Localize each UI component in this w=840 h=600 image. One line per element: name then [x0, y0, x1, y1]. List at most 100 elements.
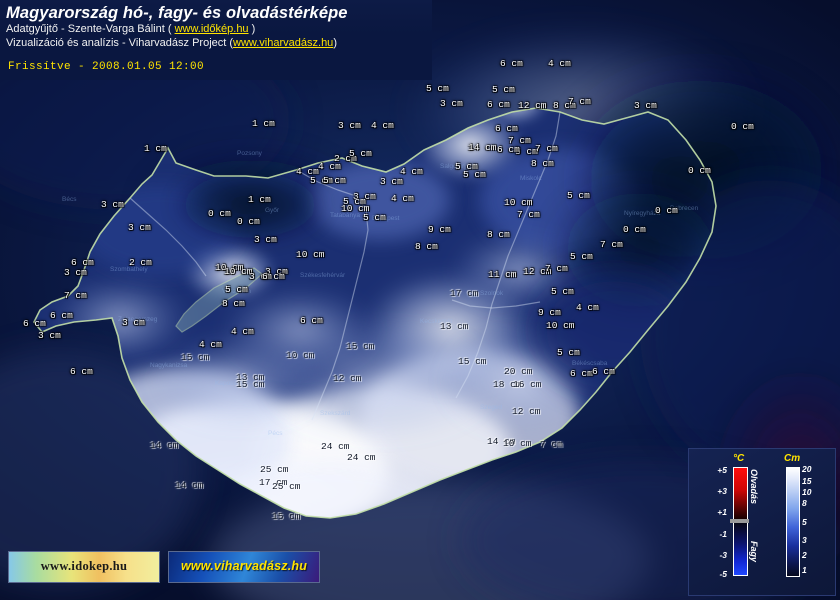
- credit1-prefix: Adatgyűjtő - Szente-Varga Bálint (: [6, 23, 175, 35]
- banner-viharvadasz[interactable]: www.viharvadász.hu: [168, 551, 320, 583]
- snow-depth-reading: 10 cm: [296, 249, 325, 260]
- snow-depth-reading: 15 cm: [346, 341, 375, 352]
- snow-depth-reading: 16 cm: [513, 379, 542, 390]
- snow-depth-reading: 2 cm: [129, 257, 152, 268]
- snow-depth-reading: 3 cm: [634, 100, 657, 111]
- snow-depth-reading: 4 cm: [318, 161, 341, 172]
- snow-depth-reading: 14 cm: [487, 436, 516, 447]
- snow-depth-reading: 12 cm: [512, 406, 541, 417]
- snow-depth-reading: 9 cm: [428, 224, 451, 235]
- snow-depth-reading: 3 cm: [101, 199, 124, 210]
- snow-depth-reading: 7 cm: [568, 96, 591, 107]
- snow-depth-reading: 9 cm: [538, 307, 561, 318]
- snow-depth-reading: 1 cm: [248, 194, 271, 205]
- snow-depth-reading: 7 cm: [508, 135, 531, 146]
- city-label: Szolnok: [480, 290, 504, 297]
- city-label: Győr: [265, 207, 280, 214]
- snow-depth-reading: 0 cm: [731, 121, 754, 132]
- snow-depth-reading: 8 cm: [222, 298, 245, 309]
- banner-idokep[interactable]: www.idokep.hu: [8, 551, 160, 583]
- frost-label: Fagy: [749, 541, 759, 563]
- temperature-tick: -3: [719, 550, 727, 560]
- snow-depth-reading: 5 cm: [426, 83, 449, 94]
- snow-depth-reading: 2 cm: [334, 153, 357, 164]
- snow-depth-reading: 14 cm: [175, 480, 204, 491]
- temperature-tick: +3: [717, 486, 727, 496]
- snow-depth-reading: 6 cm: [70, 366, 93, 377]
- credit1-suffix: ): [248, 23, 256, 35]
- snow-depth-reading: 6 cm: [23, 318, 46, 329]
- snow-depth-reading: 11 cm: [488, 269, 517, 280]
- snow-depth-reading: 3 cm: [338, 120, 361, 131]
- snow-depth-reading: 3 cm: [440, 98, 463, 109]
- snow-depth-bar: [786, 467, 800, 577]
- city-label: Miskolc: [520, 175, 542, 182]
- snow-depth-reading: 4 cm: [371, 120, 394, 131]
- snow-depth-reading: 3 cm: [38, 330, 61, 341]
- city-label: Szeged: [480, 404, 503, 411]
- snow-depth-reading: 8 cm: [531, 158, 554, 169]
- banner-idokep-text: www.idokep.hu: [40, 559, 128, 573]
- timestamp-bar: Frissítve - 2008.01.05 12:00: [0, 58, 432, 80]
- city-label: Salgótarján: [440, 163, 473, 170]
- city-label: Bécs: [62, 196, 77, 203]
- snow-depth-reading: 8 cm: [415, 241, 438, 252]
- snow-depth-reading: 3 cm: [380, 176, 403, 187]
- snow-depth-reading: 13 cm: [236, 372, 265, 383]
- snow-depth-reading: 10 cm: [341, 203, 370, 214]
- city-label: Kecskemét: [420, 318, 453, 325]
- snow-depth-reading: 5 cm: [551, 286, 574, 297]
- snow-depth-reading: 14 cm: [150, 440, 179, 451]
- snow-depth-reading: 1 cm: [252, 118, 275, 129]
- snow-depth-reading: 3 cm: [64, 267, 87, 278]
- snow-depth-reading: 15 cm: [458, 356, 487, 367]
- snow-depth-reading: 0 cm: [237, 216, 260, 227]
- snow-depth-reading: 4 cm: [400, 166, 423, 177]
- page-title: Magyarország hó-, fagy- és olvadástérkép…: [6, 4, 348, 22]
- snow-depth-reading: 6 cm: [487, 99, 510, 110]
- temperature-bar-thaw: [733, 467, 748, 520]
- snow-depth-reading: 8 cm: [487, 229, 510, 240]
- temperature-tick: -5: [719, 569, 727, 579]
- snow-depth-reading: 3 cm: [254, 234, 277, 245]
- snow-depth-reading: 4 cm: [231, 326, 254, 337]
- viharvadasz-link[interactable]: www.viharvadász.hu: [233, 36, 334, 49]
- snow-depth-reading: 7 cm: [545, 263, 568, 274]
- snow-depth-reading: 5 cm: [463, 169, 486, 180]
- snow-depth-reading: 12 cm: [518, 100, 547, 111]
- city-label: Debrecen: [670, 205, 699, 212]
- city-label: Székesfehérvár: [300, 272, 346, 279]
- snow-depth-tick: 20: [802, 464, 812, 474]
- snow-depth-reading: 3 cm: [265, 266, 288, 277]
- city-label: Tatabánya: [330, 212, 360, 219]
- snow-depth-reading: 10 cm: [503, 438, 532, 449]
- snow-depth-reading: 3 cm: [353, 191, 376, 202]
- idokep-link[interactable]: www.időkép.hu: [174, 23, 249, 35]
- snow-depth-reading: 3 cm: [128, 222, 151, 233]
- snow-depth-tick: 3: [802, 535, 807, 545]
- snow-depth-reading: 6 cm: [300, 315, 323, 326]
- snow-depth-reading: 7 cm: [517, 209, 540, 220]
- temperature-tick: +1: [717, 507, 727, 517]
- snow-depth-reading: 17 cm: [259, 477, 288, 488]
- city-label: Zalaegerszeg: [118, 316, 158, 323]
- credit-line-data-collector: Adatgyűjtő - Szente-Varga Bálint ( www.i…: [6, 23, 432, 37]
- snow-depth-reading: 5 cm: [567, 190, 590, 201]
- snow-depth-tick: 15: [802, 476, 812, 486]
- snow-depth-reading: 6 cm: [497, 144, 520, 155]
- snow-depth-reading: 5 cm: [343, 196, 366, 207]
- snow-depth-reading: 18 cm: [493, 379, 522, 390]
- snow-depth-reading: 6 cm: [71, 257, 94, 268]
- snow-depth-reading: 20 cm: [504, 366, 533, 377]
- thaw-label: Olvadás: [749, 469, 759, 505]
- snow-depth-reading: 5 cm: [492, 84, 515, 95]
- credit2-prefix: Vizualizáció és analízis - Viharvadász P…: [6, 36, 234, 49]
- snow-depth-reading: 15 cm: [181, 352, 210, 363]
- snow-depth-reading: 5 cm: [225, 284, 248, 295]
- snow-depth-tick: 2: [802, 550, 807, 560]
- city-label: Pécs: [268, 430, 283, 437]
- snow-depth-reading: 10 cm: [215, 262, 244, 273]
- city-label: Budapest: [372, 215, 400, 222]
- city-label: Nagykanizsa: [150, 362, 188, 369]
